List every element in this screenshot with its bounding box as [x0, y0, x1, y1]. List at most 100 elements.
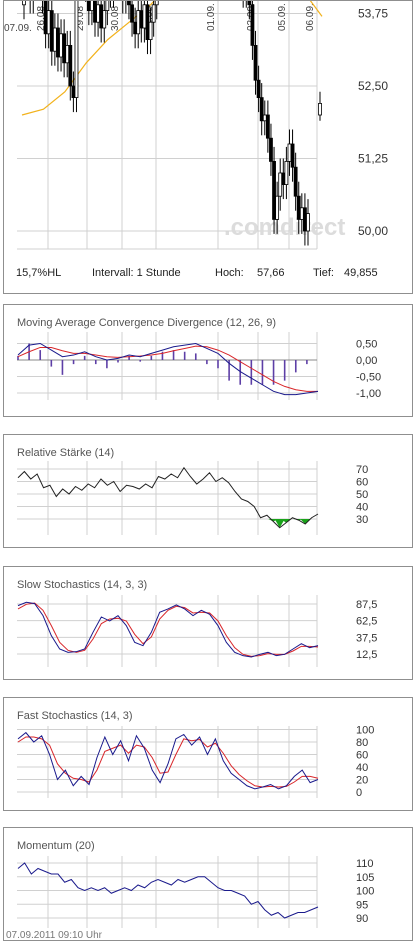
fast-stochastics-panel: Fast Stochastics (14, 3) 100 80 60 40 20 0 — [3, 697, 413, 811]
y-tick-label: 51,25 — [358, 152, 388, 166]
candle-body — [299, 207, 304, 220]
candle-body — [43, 1, 48, 35]
high-value: 57,66 — [257, 267, 285, 279]
y-tick-label: -0,50 — [356, 372, 381, 384]
candle-body — [278, 172, 283, 197]
candle-body — [86, 1, 91, 12]
candle-body — [145, 4, 150, 40]
x-tick-label: 26.08 — [36, 6, 47, 31]
macd-chart: 0,50 0,00 -0,50 -1,00 — [17, 332, 381, 400]
candle-body — [269, 137, 273, 162]
candle-body — [154, 1, 159, 6]
candle-body — [284, 160, 289, 185]
momentum-panel: Momentum (20) 110 105 100 95 90 — [3, 827, 413, 941]
candle-body — [49, 10, 54, 52]
x-tick-label: 01.09. — [206, 3, 217, 31]
macd-panel: Moving Average Convergence Divergence (1… — [3, 304, 413, 417]
candle-body — [265, 114, 270, 139]
candle-body — [256, 79, 261, 98]
y-tick-label: 52,50 — [358, 79, 388, 93]
y-tick-label: 0,50 — [356, 339, 377, 351]
y-tick-label: 40 — [356, 762, 368, 774]
watermark: .comdirect — [224, 214, 345, 241]
y-tick-label: 100 — [356, 725, 374, 737]
rsi-title: Relative Stärke (14) — [17, 447, 115, 459]
candle-body — [127, 1, 131, 6]
candle-body — [62, 33, 67, 64]
candle-body — [130, 4, 134, 23]
candle-body — [74, 1, 79, 98]
candle-body — [46, 10, 51, 35]
candle-body — [253, 45, 258, 81]
high-label: Hoch: — [215, 267, 244, 279]
x-tick-label: 31.08 — [144, 6, 155, 31]
momentum-title: Momentum (20) — [17, 840, 95, 852]
y-tick-label: 105 — [356, 872, 374, 884]
y-tick-label: 40 — [356, 502, 368, 514]
candle-body — [287, 143, 292, 162]
slow-stochastics-title: Slow Stochastics (14, 3, 3) — [17, 579, 148, 591]
rsi-panel: Relative Stärke (14) 70 60 50 40 30 — [3, 434, 413, 548]
macd-line — [17, 342, 319, 396]
x-tick-label: 06.09. — [305, 3, 316, 31]
y-tick-label: 53,75 — [358, 7, 388, 21]
oversold-area — [300, 519, 311, 524]
candle-body — [281, 172, 286, 186]
fast-stochastics-title: Fast Stochastics (14, 3) — [17, 710, 133, 722]
y-tick-label: 70 — [356, 464, 368, 476]
candle-body — [105, 1, 110, 12]
price-panel: 57,5056,2555,0053,7552,5051,2550,0026.08… — [3, 0, 413, 294]
x-tick-label: 05.09. — [277, 3, 288, 31]
interval-label: Intervall: 1 Stunde — [92, 267, 181, 279]
price-chart: 57,5056,2555,0053,7552,5051,2550,0026.08… — [4, 1, 388, 250]
candle-body — [247, 1, 252, 6]
macd-title: Moving Average Convergence Divergence (1… — [17, 317, 277, 329]
y-tick-label: 90 — [356, 913, 368, 925]
candle-body — [148, 21, 153, 41]
oversold-area — [274, 519, 285, 528]
y-tick-label: 50 — [356, 489, 368, 501]
oversold-area — [281, 519, 292, 523]
candle-body — [22, 1, 26, 6]
candle-body — [272, 160, 276, 220]
candle-body — [275, 195, 280, 220]
k-line — [17, 601, 319, 658]
candle-body — [303, 207, 307, 232]
y-tick-label: 110 — [356, 858, 374, 870]
slow-stochastics-chart: 87,5 62,5 37,5 12,5 — [17, 595, 377, 667]
candle-body — [250, 4, 255, 46]
y-tick-label: 62,5 — [356, 616, 377, 628]
candle-body — [306, 213, 310, 232]
footer-timestamp: 07.09.2011 09:10 Uhr — [6, 930, 103, 941]
y-tick-label: 20 — [356, 775, 368, 787]
y-tick-label: 100 — [356, 886, 374, 898]
candle-body — [259, 97, 264, 122]
candle-body — [318, 103, 322, 116]
candle-body — [139, 10, 144, 29]
y-tick-label: 12,5 — [356, 649, 377, 661]
y-tick-label: 30 — [356, 514, 368, 526]
y-tick-label: 50,00 — [358, 224, 388, 238]
y-tick-label: 0,00 — [356, 355, 377, 367]
candle-body — [296, 195, 301, 220]
y-tick-label: 37,5 — [356, 632, 377, 644]
candle-body — [71, 85, 76, 99]
d-line — [17, 602, 319, 657]
y-tick-label: 60 — [356, 477, 368, 489]
momentum-line — [17, 862, 319, 919]
x-tick-label: 29.08 — [75, 6, 86, 31]
candle-body — [96, 4, 100, 23]
rsi-line — [17, 466, 319, 529]
x-tick-label: 07.09. — [4, 23, 32, 34]
candle-body — [133, 21, 138, 35]
candle-body — [65, 45, 70, 64]
y-tick-label: 87,5 — [356, 599, 377, 611]
signal-line — [17, 345, 318, 392]
candle-body — [102, 10, 107, 29]
candle-body — [262, 114, 267, 122]
candle-body — [293, 166, 298, 197]
x-tick-label: 30.08 — [110, 6, 121, 31]
